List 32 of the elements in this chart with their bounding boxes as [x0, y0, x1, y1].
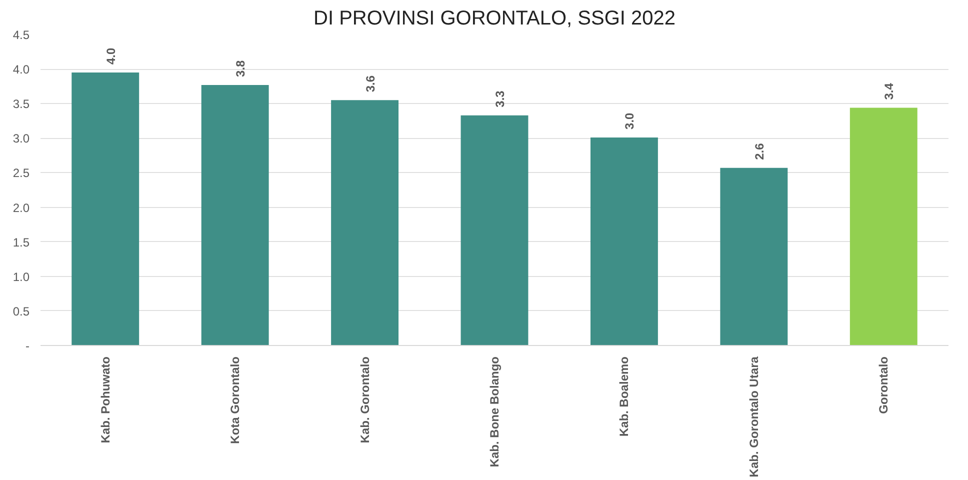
chart-title: DI PROVINSI GORONTALO, SSGI 2022 — [314, 8, 676, 30]
y-tick-label: - — [26, 339, 30, 353]
data-label: 3.4 — [882, 82, 896, 100]
y-tick-label: 4.0 — [12, 62, 30, 77]
y-tick-label: 1.5 — [12, 235, 30, 250]
data-label: 3.0 — [622, 112, 637, 130]
y-tick-label: 2.0 — [12, 200, 30, 215]
data-label: 3.6 — [363, 75, 378, 92]
bar — [850, 108, 918, 346]
x-tick-label: Kota Gorontalo — [228, 356, 242, 444]
bar — [720, 168, 788, 346]
y-tick-label: 3.5 — [12, 97, 30, 112]
data-label: 4.0 — [104, 48, 118, 65]
bar — [72, 72, 140, 346]
y-tick-label: 2.5 — [12, 166, 30, 180]
bar — [331, 100, 399, 346]
y-tick-label: 0.5 — [12, 304, 30, 318]
y-tick-label: 4.5 — [12, 28, 30, 42]
x-tick-label: Kab. Gorontalo Utara — [746, 356, 761, 478]
x-tick-label: Kab. Boalemo — [617, 356, 632, 437]
y-tick-label: 3.0 — [12, 132, 30, 146]
data-label: 2.6 — [752, 142, 766, 160]
x-tick-label: Gorontalo — [876, 356, 891, 414]
data-label: 3.3 — [493, 90, 507, 108]
x-tick-label: Kab. Pohuwato — [98, 356, 112, 444]
data-label: 3.8 — [234, 60, 248, 77]
x-tick-label: Kab. Gorontalo — [358, 356, 372, 444]
bar — [590, 137, 658, 346]
x-tick-label: Kab. Bone Bolango — [488, 356, 502, 468]
bar — [201, 84, 269, 346]
y-tick-label: 1.0 — [12, 270, 30, 284]
bar — [460, 115, 528, 346]
